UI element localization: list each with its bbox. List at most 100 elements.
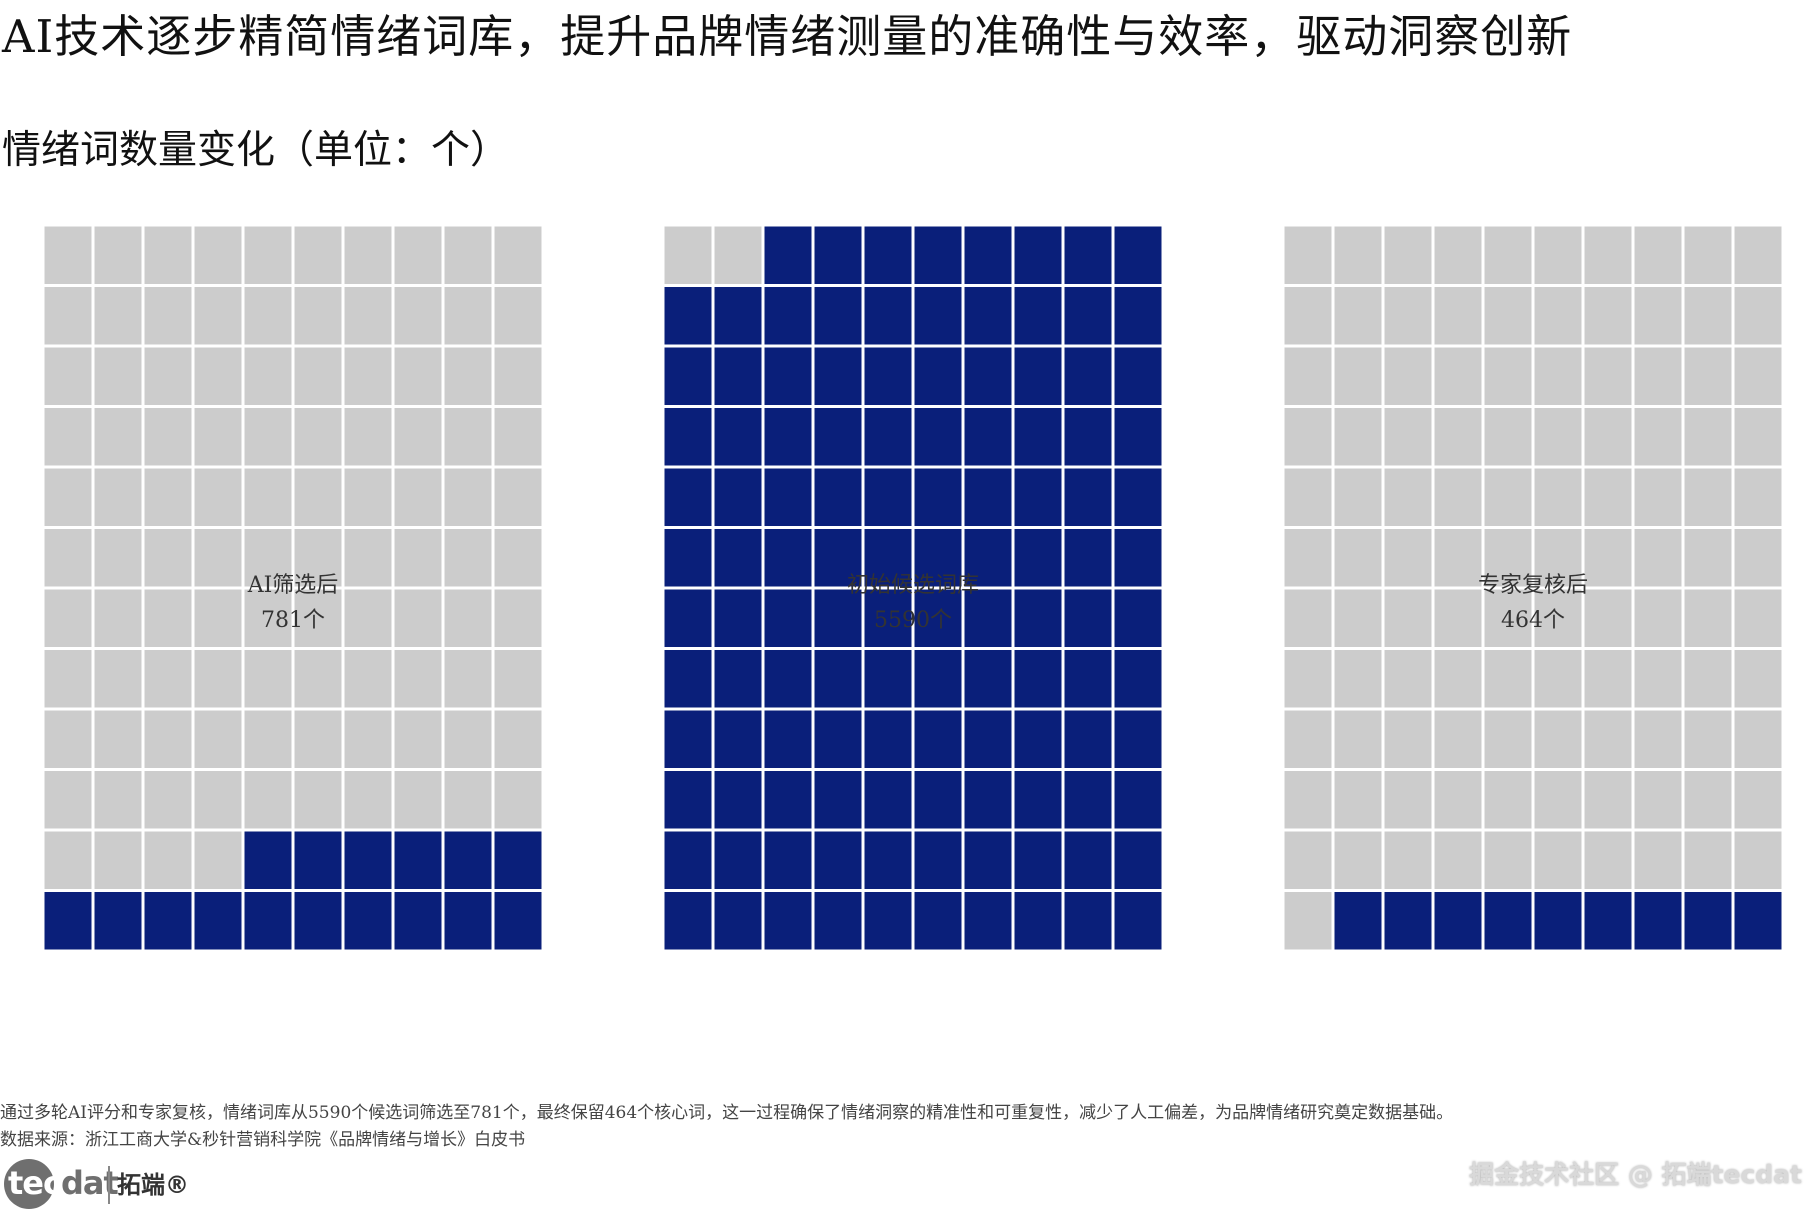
waffle-cell-empty: [44, 529, 92, 587]
waffle-cell-filled: [1014, 408, 1062, 466]
waffle-cell-empty: [1284, 710, 1332, 768]
waffle-cell-filled: [714, 771, 762, 829]
waffle-cell-filled: [194, 892, 242, 950]
waffle-cell-empty: [1334, 529, 1382, 587]
waffle-cell-empty: [1634, 710, 1682, 768]
waffle-cell-empty: [1584, 529, 1632, 587]
waffle-cell-filled: [964, 650, 1012, 708]
page-title: AI技术逐步精简情绪词库，提升品牌情绪测量的准确性与效率，驱动洞察创新: [2, 10, 1573, 63]
waffle-cell-empty: [1734, 347, 1782, 405]
waffle-panel: AI筛选后 781个: [44, 226, 542, 950]
waffle-cell-filled: [1534, 892, 1582, 950]
waffle-cell-filled: [964, 347, 1012, 405]
waffle-cell-empty: [1384, 710, 1432, 768]
waffle-cell-empty: [1484, 710, 1532, 768]
waffle-cell-empty: [1684, 529, 1732, 587]
waffle-cell-empty: [444, 468, 492, 526]
waffle-cell-empty: [1684, 650, 1732, 708]
waffle-cell-empty: [1434, 831, 1482, 889]
waffle-cell-empty: [1384, 589, 1432, 647]
waffle-cell-filled: [914, 226, 962, 284]
waffle-cell-empty: [94, 771, 142, 829]
waffle-cell-empty: [44, 287, 92, 345]
waffle-cell-filled: [814, 831, 862, 889]
waffle-cell-filled: [1014, 226, 1062, 284]
waffle-cell-filled: [864, 831, 912, 889]
waffle-cell-empty: [1284, 226, 1332, 284]
waffle-cell-filled: [714, 408, 762, 466]
waffle-cell-empty: [144, 347, 192, 405]
waffle-cell-empty: [94, 831, 142, 889]
waffle-cell-filled: [1684, 892, 1732, 950]
waffle-cell-empty: [1634, 468, 1682, 526]
waffle-cell-empty: [294, 408, 342, 466]
waffle-cell-empty: [1534, 408, 1582, 466]
waffle-cell-empty: [244, 468, 292, 526]
waffle-cell-filled: [914, 408, 962, 466]
waffle-cell-empty: [1684, 408, 1732, 466]
waffle-cell-empty: [1434, 589, 1482, 647]
panel-category-label: 初始候选词库: [847, 573, 979, 598]
waffle-cell-empty: [714, 226, 762, 284]
waffle-cell-empty: [444, 589, 492, 647]
waffle-cell-empty: [1684, 831, 1732, 889]
waffle-cell-empty: [1484, 347, 1532, 405]
waffle-cell-empty: [1684, 771, 1732, 829]
waffle-cell-empty: [1734, 589, 1782, 647]
waffle-cell-empty: [394, 408, 442, 466]
waffle-cell-filled: [814, 408, 862, 466]
waffle-cell-filled: [664, 287, 712, 345]
waffle-cell-empty: [1484, 589, 1532, 647]
waffle-cell-filled: [664, 589, 712, 647]
waffle-cell-empty: [244, 408, 292, 466]
waffle-cell-filled: [1114, 347, 1162, 405]
waffle-cell-filled: [964, 287, 1012, 345]
waffle-cell-filled: [964, 226, 1012, 284]
waffle-cell-empty: [194, 710, 242, 768]
waffle-cell-empty: [494, 771, 542, 829]
tecdat-logo: tecdat 拓端®: [4, 1158, 189, 1210]
panel-category-label: 专家复核后: [1478, 573, 1588, 598]
waffle-cell-empty: [1584, 347, 1632, 405]
waffle-cell-filled: [1064, 408, 1112, 466]
waffle-cell-filled: [764, 468, 812, 526]
waffle-cell-empty: [394, 287, 442, 345]
waffle-cell-empty: [394, 589, 442, 647]
waffle-cell-filled: [764, 287, 812, 345]
waffle-cell-empty: [294, 529, 342, 587]
waffle-cell-filled: [1064, 468, 1112, 526]
waffle-cell-empty: [1484, 226, 1532, 284]
waffle-cell-filled: [864, 892, 912, 950]
waffle-cell-filled: [1064, 892, 1112, 950]
waffle-cell-empty: [194, 347, 242, 405]
waffle-cell-filled: [1014, 468, 1062, 526]
waffle-cell-filled: [44, 892, 92, 950]
waffle-cell-filled: [1114, 892, 1162, 950]
waffle-cell-empty: [1634, 650, 1682, 708]
waffle-cell-filled: [814, 468, 862, 526]
waffle-cell-empty: [94, 347, 142, 405]
waffle-cell-empty: [1334, 650, 1382, 708]
waffle-cell-filled: [764, 892, 812, 950]
waffle-cell-empty: [1334, 347, 1382, 405]
waffle-cell-empty: [494, 650, 542, 708]
waffle-cell-empty: [444, 529, 492, 587]
waffle-cell-empty: [344, 650, 392, 708]
waffle-cell-empty: [1384, 650, 1432, 708]
waffle-cell-filled: [244, 831, 292, 889]
waffle-cell-filled: [964, 529, 1012, 587]
waffle-cell-empty: [494, 347, 542, 405]
waffle-cell-filled: [714, 529, 762, 587]
waffle-cell-filled: [1064, 650, 1112, 708]
logo-chinese-name: 拓端®: [117, 1171, 189, 1199]
waffle-cell-empty: [1734, 468, 1782, 526]
waffle-cell-empty: [94, 589, 142, 647]
waffle-cell-empty: [1384, 226, 1432, 284]
waffle-cell-filled: [1634, 892, 1682, 950]
waffle-cell-filled: [244, 892, 292, 950]
waffle-cell-empty: [144, 831, 192, 889]
waffle-cell-empty: [394, 347, 442, 405]
waffle-cell-filled: [94, 892, 142, 950]
waffle-cell-filled: [1014, 771, 1062, 829]
waffle-cell-filled: [444, 831, 492, 889]
